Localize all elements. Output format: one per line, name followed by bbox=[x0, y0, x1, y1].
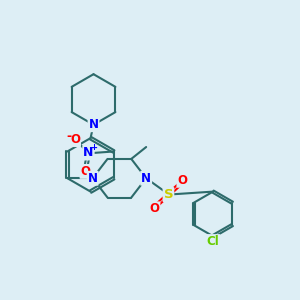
Text: +: + bbox=[90, 142, 97, 152]
Text: S: S bbox=[164, 188, 173, 201]
Text: O: O bbox=[70, 133, 80, 146]
Text: -: - bbox=[66, 130, 71, 143]
Text: N: N bbox=[83, 146, 94, 160]
Text: N: N bbox=[88, 118, 98, 131]
Text: O: O bbox=[149, 202, 160, 215]
Text: N: N bbox=[141, 172, 151, 185]
Text: O: O bbox=[177, 174, 188, 187]
Text: O: O bbox=[80, 165, 91, 178]
Text: Cl: Cl bbox=[207, 235, 219, 248]
Text: N: N bbox=[88, 172, 98, 185]
